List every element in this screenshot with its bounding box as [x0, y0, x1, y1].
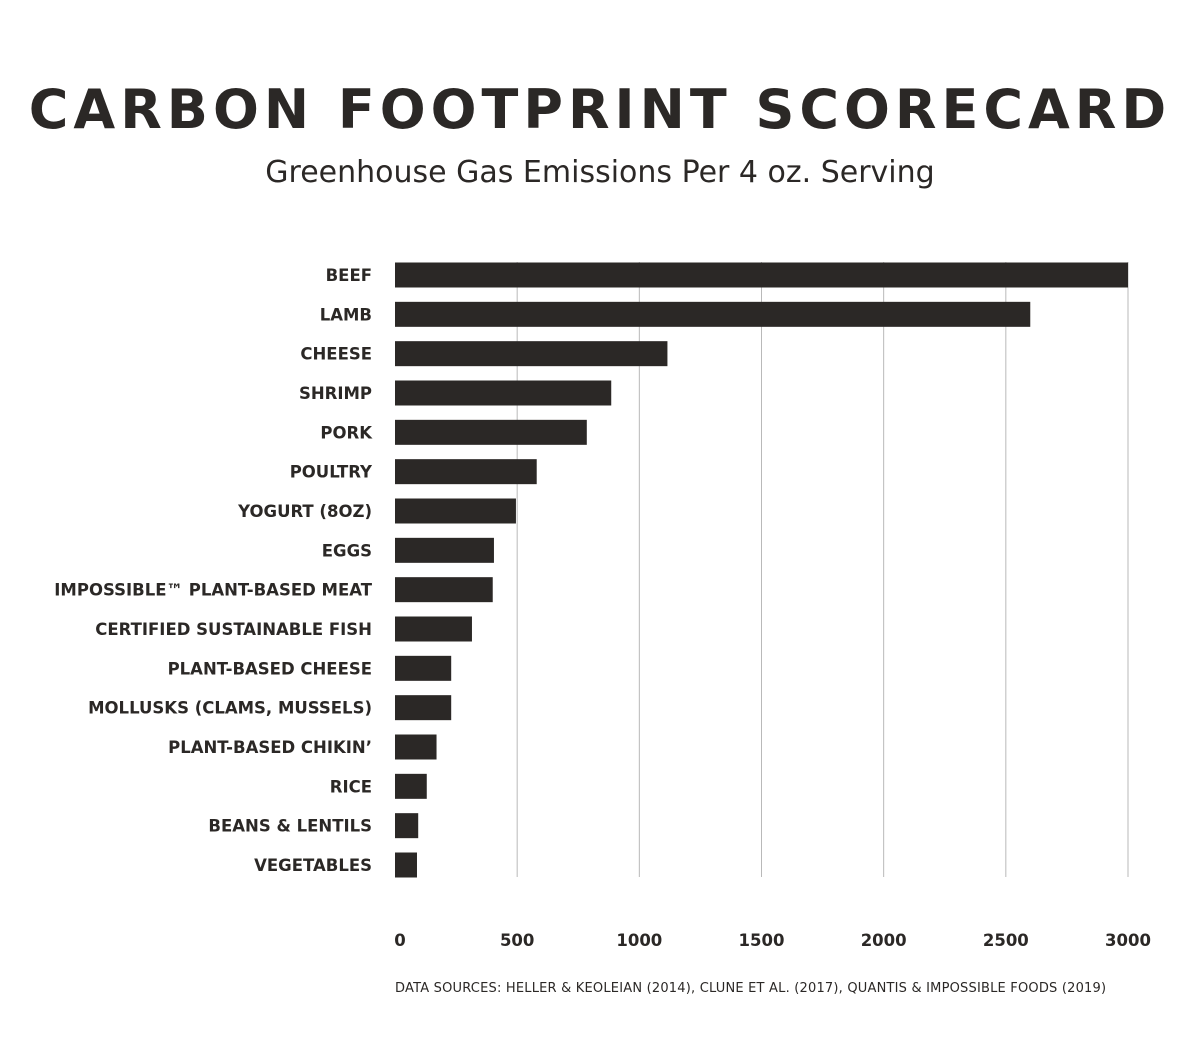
category-label-lamb: LAMB	[320, 305, 372, 324]
x-tick-label-1500: 1500	[739, 931, 785, 950]
category-label-beef: BEEF	[326, 266, 372, 285]
category-label-eggs: EGGS	[322, 541, 372, 560]
category-label-yogurt-8oz: YOGURT (8OZ)	[237, 502, 372, 521]
chart-title: CARBON FOOTPRINT SCORECARD	[28, 78, 1172, 141]
category-label-vegetables: VEGETABLES	[254, 856, 372, 875]
bar-mollusks-clams-mussels	[395, 695, 452, 721]
x-tick-label-2500: 2500	[983, 931, 1029, 950]
bar-rice	[395, 773, 427, 799]
chart-subtitle: Greenhouse Gas Emissions Per 4 oz. Servi…	[265, 155, 935, 190]
category-label-certified-sustainable-fish: CERTIFIED SUSTAINABLE FISH	[95, 620, 372, 639]
x-tick-label-3000: 3000	[1105, 931, 1151, 950]
x-tick-label-0: 0	[394, 931, 405, 950]
bar-cheese	[395, 341, 668, 367]
bar-plant-based-chikin	[395, 734, 437, 760]
category-labels: BEEF LAMB CHEESE SHRIMP PORK POULTRY YOGURT (8…	[54, 266, 373, 875]
category-label-plant-based-chikin: PLANT-BASED CHIKIN’	[168, 738, 372, 757]
category-label-cheese: CHEESE	[300, 345, 372, 364]
category-label-rice: RICE	[330, 777, 372, 796]
category-label-poultry: POULTRY	[290, 463, 373, 482]
bar-beef	[395, 262, 1128, 288]
bar-eggs	[395, 537, 494, 563]
bar-vegetables	[395, 852, 417, 878]
category-label-beans-lentils: BEANS & LENTILS	[208, 817, 372, 836]
x-tick-labels: 0 500 1000 1500 2000 2500 3000	[394, 931, 1151, 950]
bar-poultry	[395, 459, 537, 485]
category-label-impossible-plant-based-meat: IMPOSSIBLE™ PLANT-BASED MEAT	[54, 581, 372, 600]
bar-impossible-plant-based-meat	[395, 577, 493, 603]
data-source-note: DATA SOURCES: HELLER & KEOLEIAN (2014), …	[395, 981, 1107, 996]
bar-beans-lentils	[395, 813, 419, 839]
x-tick-label-500: 500	[500, 931, 534, 950]
bar-yogurt-8oz	[395, 498, 516, 524]
category-label-pork: PORK	[320, 423, 373, 442]
x-tick-label-1000: 1000	[616, 931, 662, 950]
bar-pork	[395, 419, 587, 445]
x-tick-label-2000: 2000	[861, 931, 907, 950]
category-label-shrimp: SHRIMP	[299, 384, 372, 403]
bar-certified-sustainable-fish	[395, 616, 472, 642]
category-label-mollusks-clams-mussels: MOLLUSKS (CLAMS, MUSSELS)	[88, 699, 372, 718]
bars	[395, 262, 1128, 878]
bar-shrimp	[395, 380, 612, 406]
bar-plant-based-cheese	[395, 655, 452, 681]
category-label-plant-based-cheese: PLANT-BASED CHEESE	[168, 659, 372, 678]
bar-lamb	[395, 301, 1031, 327]
